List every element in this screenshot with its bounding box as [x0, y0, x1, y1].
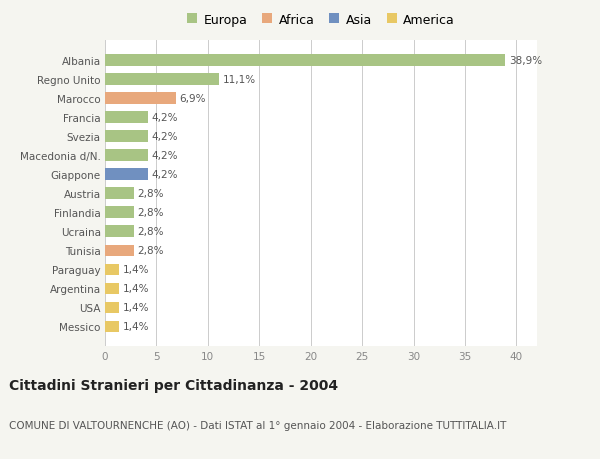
Text: 2,8%: 2,8%: [137, 189, 164, 199]
Bar: [105, 245, 134, 257]
Text: COMUNE DI VALTOURNENCHE (AO) - Dati ISTAT al 1° gennaio 2004 - Elaborazione TUTT: COMUNE DI VALTOURNENCHE (AO) - Dati ISTA…: [9, 420, 506, 430]
Text: 11,1%: 11,1%: [223, 75, 256, 85]
Bar: [105, 283, 119, 295]
Bar: [105, 302, 119, 313]
Bar: [105, 131, 148, 143]
Text: 2,8%: 2,8%: [137, 246, 164, 256]
Text: 4,2%: 4,2%: [152, 151, 178, 161]
Text: 4,2%: 4,2%: [152, 132, 178, 142]
Text: 38,9%: 38,9%: [509, 56, 542, 66]
Bar: [105, 188, 134, 200]
Bar: [105, 74, 219, 86]
Text: 1,4%: 1,4%: [123, 265, 149, 275]
Text: 1,4%: 1,4%: [123, 322, 149, 332]
Bar: [105, 93, 176, 105]
Bar: [105, 55, 505, 67]
Text: 2,8%: 2,8%: [137, 227, 164, 237]
Text: 1,4%: 1,4%: [123, 303, 149, 313]
Bar: [105, 321, 119, 333]
Bar: [105, 150, 148, 162]
Text: 4,2%: 4,2%: [152, 113, 178, 123]
Bar: [105, 207, 134, 219]
Text: 2,8%: 2,8%: [137, 208, 164, 218]
Bar: [105, 169, 148, 181]
Text: 4,2%: 4,2%: [152, 170, 178, 180]
Text: 1,4%: 1,4%: [123, 284, 149, 294]
Bar: [105, 264, 119, 276]
Text: Cittadini Stranieri per Cittadinanza - 2004: Cittadini Stranieri per Cittadinanza - 2…: [9, 379, 338, 392]
Text: 6,9%: 6,9%: [179, 94, 206, 104]
Bar: [105, 112, 148, 124]
Bar: [105, 226, 134, 238]
Legend: Europa, Africa, Asia, America: Europa, Africa, Asia, America: [185, 11, 457, 29]
